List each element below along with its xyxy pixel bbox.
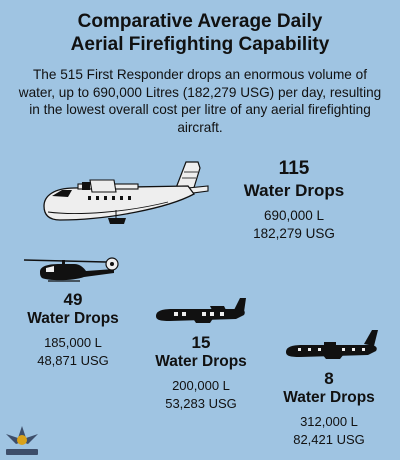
water-drops-count: 15: [191, 333, 211, 352]
regional-jet-air-tanker-icon: [156, 298, 246, 323]
amphibious-water-bomber-icon: [43, 161, 209, 224]
litres-value: 312,000 L: [300, 414, 358, 429]
water-drops-count: 8: [324, 369, 334, 388]
litres-value: 200,000 L: [172, 378, 230, 393]
title-line-1: Comparative Average Daily: [77, 11, 323, 32]
usg-value: 182,279 USG: [253, 226, 335, 241]
title-line-2: Aerial Firefighting Capability: [70, 34, 330, 55]
usg-value: 82,421 USG: [293, 432, 365, 447]
litres-value: 185,000 L: [44, 335, 102, 350]
water-drops-count: 115: [278, 158, 310, 179]
watermark-logo-icon: [6, 426, 38, 455]
large-airliner-air-tanker-icon: [286, 330, 378, 359]
water-drops-count: 49: [63, 290, 83, 309]
row-amphibious-water-bomber: 115 Water Drops 690,000 L 182,279 USG: [214, 158, 374, 243]
usg-value: 53,283 USG: [165, 396, 237, 411]
water-drops-label: Water Drops: [27, 310, 119, 327]
litres-value: 690,000 L: [263, 208, 325, 223]
intro-text: The 515 First Responder drops an enormou…: [18, 67, 382, 135]
water-drops-label: Water Drops: [155, 353, 247, 370]
page-title: Comparative Average Daily Aerial Firefig…: [0, 10, 400, 56]
water-drops-label: Water Drops: [283, 389, 375, 406]
row-helicopter: 49 Water Drops 185,000 L 48,871 USG: [8, 290, 138, 370]
water-drops-label: Water Drops: [243, 181, 345, 200]
row-regional-jet-air-tanker: 15 Water Drops 200,000 L 53,283 USG: [136, 333, 266, 413]
usg-value: 48,871 USG: [37, 353, 109, 368]
row-large-airliner-air-tanker: 8 Water Drops 312,000 L 82,421 USG: [268, 369, 390, 449]
helicopter-icon: [23, 257, 119, 282]
